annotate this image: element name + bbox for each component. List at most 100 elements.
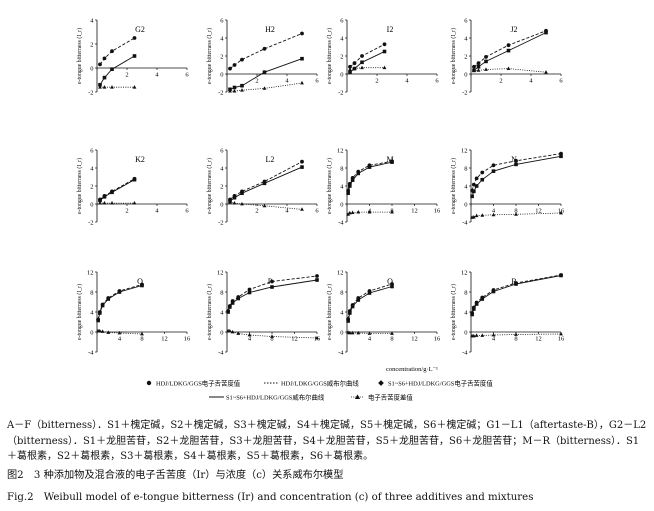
point-diff <box>480 333 485 337</box>
y-tick-label: 0 <box>90 329 93 336</box>
series-line-mix <box>349 51 385 73</box>
y-tick-label: 4 <box>464 183 468 190</box>
point-mix <box>240 191 244 195</box>
point-mix <box>350 304 355 309</box>
point-diff <box>356 210 361 214</box>
y-tick-label: 2 <box>220 53 223 60</box>
panel-i2: -2 0 2 4 6 2 4 6 e-tongue bitterness (I_r) I2 <box>326 17 439 96</box>
y-tick-label: 6 <box>220 17 224 24</box>
y-tick-label: 0 <box>340 329 343 336</box>
x-tick-label: 4 <box>529 78 533 85</box>
y-tick-label: 4 <box>340 309 344 316</box>
point-diff <box>514 212 518 216</box>
y-tick-label: -2 <box>88 219 93 226</box>
point-diff <box>348 67 352 71</box>
y-tick-label: 4 <box>90 309 94 316</box>
point-diff <box>227 328 232 333</box>
point-diff <box>390 210 394 214</box>
y-tick-label: 0 <box>220 329 223 336</box>
point-diff <box>347 330 352 335</box>
point-diff <box>390 331 394 335</box>
point-diff <box>350 210 355 214</box>
point-mix <box>132 54 137 58</box>
panel-g2: -2 0 2 4 2 4 6 e-tongue bitterness (I_r) G2 <box>76 17 189 96</box>
point-diff <box>382 65 387 70</box>
panel-label: I2 <box>387 25 394 34</box>
point-diff <box>300 207 304 211</box>
legend-mix-curve: S1~S6+HDJ/LDKG/GGS威布尔曲线 <box>209 393 325 402</box>
point-hdj <box>352 61 357 66</box>
y-tick-label: 2 <box>220 183 223 190</box>
point-diff <box>132 85 137 89</box>
y-tick-label: 8 <box>90 289 93 296</box>
x-tick-label: 8 <box>140 336 143 343</box>
point-hdj <box>228 66 232 71</box>
point-mix <box>350 178 355 182</box>
x-tick-label: 16 <box>558 336 565 343</box>
point-mix <box>476 65 481 69</box>
x-tick-label: 16 <box>434 208 441 215</box>
x-tick-label: 12 <box>161 336 168 343</box>
series-line-diff <box>349 67 385 70</box>
point-hdj <box>480 170 485 175</box>
point-diff <box>559 210 563 215</box>
x-tick-label: 12 <box>535 336 542 343</box>
y-tick-label: 4 <box>220 35 224 42</box>
point-hdj <box>514 158 518 163</box>
point-mix <box>382 49 387 54</box>
y-axis-title: e-tongue bitterness (I_r) <box>206 28 213 84</box>
point-mix <box>236 296 241 301</box>
y-tick-label: 2 <box>464 53 467 60</box>
point-mix <box>262 70 267 74</box>
legend-hdj-value: HDJ/LDKG/GGS电子舌苦度值 <box>146 379 241 388</box>
point-diff <box>230 329 235 334</box>
point-mix <box>315 278 319 282</box>
point-diff <box>484 67 488 71</box>
point-mix <box>110 190 114 195</box>
panel-label: G2 <box>135 25 145 34</box>
legend-diff: 电子舌苦度差值 <box>351 393 413 402</box>
caption-note: A－F（bitterness）．S1＋槐定碱，S2＋槐定碱，S3＋槐定碱，S4＋… <box>7 420 647 462</box>
point-diff <box>559 331 563 336</box>
y-axis-title: e-tongue bitterness (I_r) <box>76 158 83 214</box>
y-tick-label: 0 <box>90 201 93 208</box>
point-mix <box>472 307 476 311</box>
x-tick-label: 16 <box>184 336 191 343</box>
point-diff <box>262 86 267 90</box>
point-diff <box>367 210 372 214</box>
svg-text:S1~S6+HDJ/LDKG/GGS威布尔曲线: S1~S6+HDJ/LDKG/GGS威布尔曲线 <box>226 393 325 402</box>
x-tick-label: 4 <box>368 336 372 343</box>
y-tick-label: 0 <box>340 71 343 78</box>
series-line-mix <box>99 179 135 201</box>
point-hdj <box>474 176 479 181</box>
y-tick-label: 12 <box>337 269 344 276</box>
panel-label: N <box>511 155 517 164</box>
x-tick-label: 6 <box>185 72 189 79</box>
series-line-diff <box>347 332 392 334</box>
caption-title-en: Fig.2 Weibull model of e-tongue bitterne… <box>7 492 534 503</box>
y-axis-title: e-tongue bitterness (I_r) <box>326 284 333 340</box>
point-mix <box>102 75 107 80</box>
point-hdj <box>247 287 252 292</box>
y-tick-label: 8 <box>464 165 467 172</box>
point-diff <box>98 201 102 205</box>
point-hdj <box>262 46 267 51</box>
panel-label: J2 <box>510 25 517 34</box>
y-tick-label: 6 <box>90 147 94 154</box>
legend-mix-value: S1~S6+HDJ/LDKG/GGS电子舌苦度值 <box>378 379 493 388</box>
point-mix <box>346 191 350 195</box>
point-mix <box>348 184 352 188</box>
panel-label: Q <box>387 277 393 286</box>
x-axis-label: concentration/g·L⁻¹ <box>386 366 438 373</box>
y-tick-label: 2 <box>90 183 93 190</box>
point-diff <box>270 334 274 338</box>
point-mix <box>247 290 252 295</box>
point-diff <box>356 330 361 335</box>
point-hdj <box>240 57 244 62</box>
y-tick-label: 4 <box>90 17 94 24</box>
point-diff <box>514 332 518 336</box>
point-mix <box>474 302 479 306</box>
y-tick-label: 6 <box>220 147 224 154</box>
y-tick-label: 2 <box>90 41 93 48</box>
legend-hdj-curve: HDJ/LDKG/GGS威布尔曲线 <box>264 379 359 388</box>
